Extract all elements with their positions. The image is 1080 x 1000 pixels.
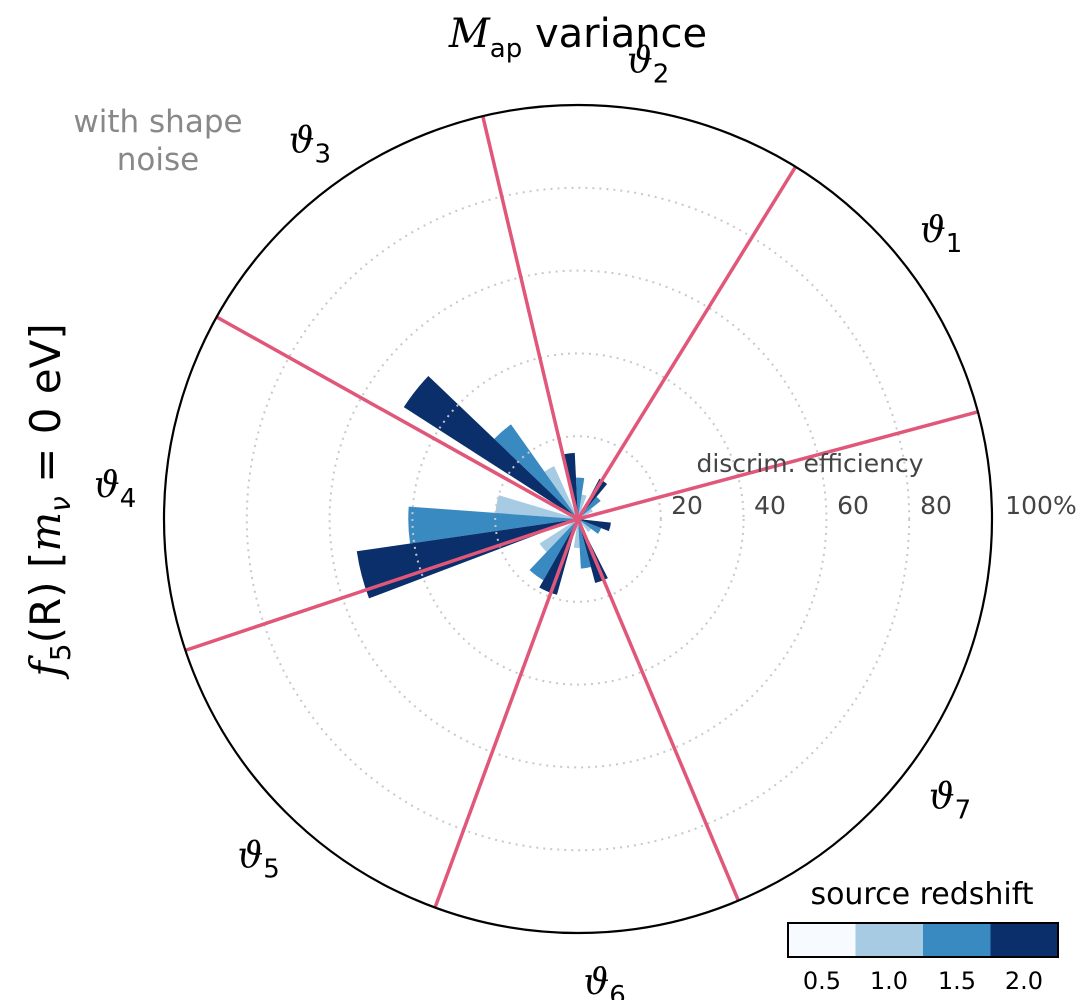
colorbar-title: source redshift — [810, 877, 1033, 912]
colorbar-tick-1.0: 1.0 — [870, 967, 908, 995]
sector-label-symbol: ϑ — [627, 40, 653, 81]
sector-label-theta6: ϑ6 — [584, 962, 626, 1000]
sector-label-index: 6 — [609, 981, 626, 1000]
sector-label-theta5: ϑ5 — [237, 836, 279, 885]
bar-theta3-z1.5 — [494, 424, 578, 519]
radial-tick-60: 60 — [837, 491, 869, 520]
radial-tick-20: 20 — [671, 491, 703, 520]
sector-label-theta4: ϑ4 — [94, 465, 136, 514]
sector-label-symbol: ϑ — [237, 836, 263, 877]
sector-label-theta2: ϑ2 — [627, 40, 669, 89]
sector-label-symbol: ϑ — [584, 962, 610, 1000]
bar-theta7-z1.5 — [578, 519, 602, 534]
ylabel-rest: (R) [ — [21, 552, 70, 644]
ylabel-nu: ν — [44, 496, 77, 512]
sector-label-index: 4 — [120, 484, 137, 514]
sector-label-theta1: ϑ1 — [920, 210, 962, 259]
colorbar-swatch-1.0 — [855, 923, 923, 957]
divider-layer — [184, 115, 979, 909]
ylabel-sub: 5 — [44, 643, 77, 661]
sector-divider-4 — [215, 315, 579, 521]
grid-circle-20 — [494, 435, 662, 603]
bar-theta5-z1.0 — [539, 519, 578, 553]
bar-theta7-z2.0 — [578, 519, 611, 532]
radial-axis-label: discrim. efficiency — [696, 449, 923, 478]
colorbar-swatch-0.5 — [788, 923, 856, 957]
title-subscript: ap — [490, 34, 522, 64]
bar-theta6-z1.0 — [573, 519, 580, 548]
sector-label-symbol: ϑ — [920, 210, 946, 251]
title-rest: variance — [522, 11, 707, 57]
sector-divider-7 — [576, 518, 741, 902]
outer-circle — [162, 103, 994, 935]
sector-label-theta3: ϑ3 — [289, 120, 331, 169]
grid-layer — [245, 186, 911, 852]
ylabel-eq: = 0 eV] — [21, 323, 70, 496]
bar-theta7-z1.0 — [578, 519, 592, 533]
sector-label-index: 5 — [263, 855, 280, 885]
bar-theta6-z1.5 — [578, 519, 591, 569]
colorbar-swatch-1.5 — [923, 923, 991, 957]
colorbar-tick-0.5: 0.5 — [803, 967, 841, 995]
sector-label-index: 3 — [314, 139, 331, 169]
grid-circle-80 — [245, 186, 911, 852]
sector-label-index: 2 — [653, 59, 670, 89]
sector-label-index: 7 — [955, 795, 972, 825]
radial-tick-100: 100% — [1005, 491, 1076, 520]
sector-label-symbol: ϑ — [289, 120, 315, 161]
bar-theta1-z1.5 — [578, 496, 601, 519]
bar-theta3-z2.0 — [403, 375, 578, 519]
bar-theta4-z1.0 — [495, 495, 578, 519]
sector-divider-1 — [577, 410, 979, 521]
radial-tick-80: 80 — [920, 491, 952, 520]
bar-theta2-z1.5 — [575, 477, 585, 519]
sector-label-symbol: ϑ — [929, 776, 955, 817]
sector-label-symbol: ϑ — [94, 465, 120, 506]
ylabel-m: m — [21, 512, 70, 552]
annotation-line-2: noise — [117, 142, 199, 178]
colorbar-swatch-2.0 — [990, 923, 1058, 957]
grid-circle-40 — [411, 352, 745, 686]
radial-tick-layer: 20 40 60 80 100% — [671, 491, 1077, 520]
bar-theta5-z2.0 — [539, 519, 578, 595]
colorbar-tick-1.5: 1.5 — [938, 967, 976, 995]
chart-title: Map variance — [448, 11, 707, 64]
bar-theta3-z1.0 — [544, 466, 578, 519]
colorbar — [787, 922, 1059, 958]
title-symbol: M — [448, 11, 491, 57]
sector-divider-3 — [481, 115, 580, 520]
grid-circle-60 — [328, 269, 828, 769]
bar-theta5-z1.5 — [529, 519, 578, 581]
sector-divider-2 — [576, 165, 798, 520]
radial-tick-40: 40 — [754, 491, 786, 520]
bar-theta4-z1.5 — [408, 506, 578, 544]
colorbar-frame — [787, 922, 1059, 958]
sector-label-theta7: ϑ7 — [929, 776, 971, 825]
sector-divider-5 — [184, 517, 579, 653]
y-axis-label: f5(R) [mν = 0 eV] — [21, 323, 77, 679]
sector-divider-6 — [433, 518, 580, 909]
colorbar-tick-2.0: 2.0 — [1005, 967, 1043, 995]
bars-layer — [356, 375, 611, 599]
sector-label-index: 1 — [946, 229, 963, 259]
annotation-line-1: with shape — [73, 104, 242, 140]
